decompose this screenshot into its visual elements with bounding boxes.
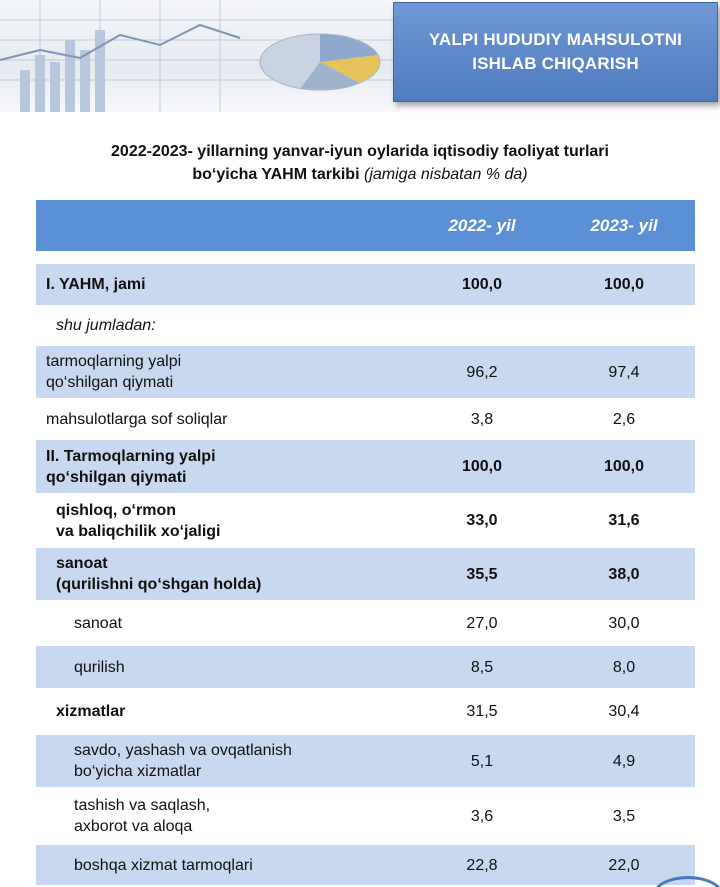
- row-label: shu jumladan:: [56, 317, 156, 334]
- table-row: qishloq, o‘rmon va baliqchilik xo‘jaligi…: [36, 496, 695, 545]
- caption-line-2-bold: bo‘yicha YAHM tarkibi: [192, 166, 360, 183]
- value-2022: 100,0: [461, 458, 503, 475]
- value-2023: 4,9: [612, 752, 636, 770]
- value-2023: 8,0: [612, 658, 636, 676]
- value-2022: 35,5: [466, 565, 498, 583]
- value-2022: 27,0: [466, 614, 498, 632]
- row-label: qishloq, o‘rmon va baliqchilik xo‘jaligi: [56, 501, 221, 540]
- caption-line-2-unit: (jamiga nisbatan % da): [363, 166, 528, 183]
- value-2022: 33,0: [466, 512, 498, 529]
- row-label: sanoat (qurilishni qo‘shgan holda): [56, 555, 262, 593]
- table-row: qurilish 8,5 8,0: [36, 646, 695, 688]
- value-2023: 38,0: [608, 565, 640, 583]
- row-label: I. YAHM, jami: [46, 276, 146, 293]
- header-2023: 2023- yil: [590, 215, 658, 235]
- row-label: boshqa xizmat tarmoqlari: [74, 856, 253, 874]
- row-label: II. Tarmoqlarning yalpi qo‘shilgan qiyma…: [46, 447, 216, 486]
- row-label: mahsulotlarga sof soliqlar: [46, 410, 228, 428]
- caption-line-1: 2022-2023- yillarning yanvar-iyun oylari…: [111, 143, 609, 160]
- table-row: tarmoqlarning yalpi qo‘shilgan qiymati 9…: [36, 346, 695, 398]
- data-table: 2022- yil 2023- yil I. YAHM, jami 100,0 …: [36, 200, 695, 887]
- row-label: qurilish: [74, 658, 125, 676]
- row-label: sanoat: [74, 614, 123, 632]
- table-row: boshqa xizmat tarmoqlari 22,8 22,0: [36, 845, 695, 885]
- table-row: sanoat 27,0 30,0: [36, 603, 695, 643]
- value-2022: 5,1: [470, 752, 494, 770]
- value-2023: 2,6: [612, 410, 636, 428]
- banner-decorative-chart-image: [0, 0, 400, 112]
- table-row: II. Tarmoqlarning yalpi qo‘shilgan qiyma…: [36, 440, 695, 493]
- header-2022: 2022- yil: [448, 215, 516, 235]
- table-row: I. YAHM, jami 100,0 100,0: [36, 264, 695, 305]
- table-row: xizmatlar 31,5 30,4: [36, 691, 695, 732]
- value-2023: 22,0: [608, 856, 640, 874]
- table-row: tashish va saqlash, axborot va aloqa 3,6…: [36, 790, 695, 842]
- value-2022: 31,5: [466, 703, 498, 720]
- value-2022: 3,6: [470, 807, 494, 825]
- value-2023: 100,0: [603, 458, 645, 475]
- table-row: savdo, yashash va ovqatlanish bo‘yicha x…: [36, 735, 695, 787]
- row-label: savdo, yashash va ovqatlanish bo‘yicha x…: [74, 742, 292, 780]
- page-title: YALPI HUDUDIY MAHSULOTNI ISHLAB CHIQARIS…: [428, 30, 683, 73]
- row-label: tashish va saqlash, axborot va aloqa: [74, 797, 211, 835]
- row-label: xizmatlar: [56, 703, 126, 720]
- table-row: sanoat (qurilishni qo‘shgan holda) 35,5 …: [36, 548, 695, 600]
- value-2022: 8,5: [470, 658, 494, 676]
- row-label: tarmoqlarning yalpi qo‘shilgan qiymati: [46, 353, 182, 391]
- table-header: 2022- yil 2023- yil: [36, 200, 695, 251]
- value-2023: 3,5: [612, 807, 636, 825]
- value-2023: 97,4: [608, 363, 640, 381]
- value-2023: 30,0: [608, 614, 640, 632]
- value-2022: 3,8: [470, 410, 494, 428]
- value-2022: 22,8: [466, 856, 498, 874]
- value-2022: 100,0: [461, 276, 503, 293]
- table-row: mahsulotlarga sof soliqlar 3,8 2,6: [36, 401, 695, 437]
- value-2023: 31,6: [608, 512, 640, 529]
- table-caption: 2022-2023- yillarning yanvar-iyun oylari…: [40, 140, 680, 186]
- value-2022: 96,2: [466, 363, 498, 381]
- value-2023: 30,4: [608, 703, 640, 720]
- page-title-box: YALPI HUDUDIY MAHSULOTNI ISHLAB CHIQARIS…: [393, 2, 718, 102]
- caption-line-2: bo‘yicha YAHM tarkibi (jamiga nisbatan %…: [40, 163, 680, 186]
- value-2023: 100,0: [603, 276, 645, 293]
- table-row: shu jumladan:: [36, 308, 695, 343]
